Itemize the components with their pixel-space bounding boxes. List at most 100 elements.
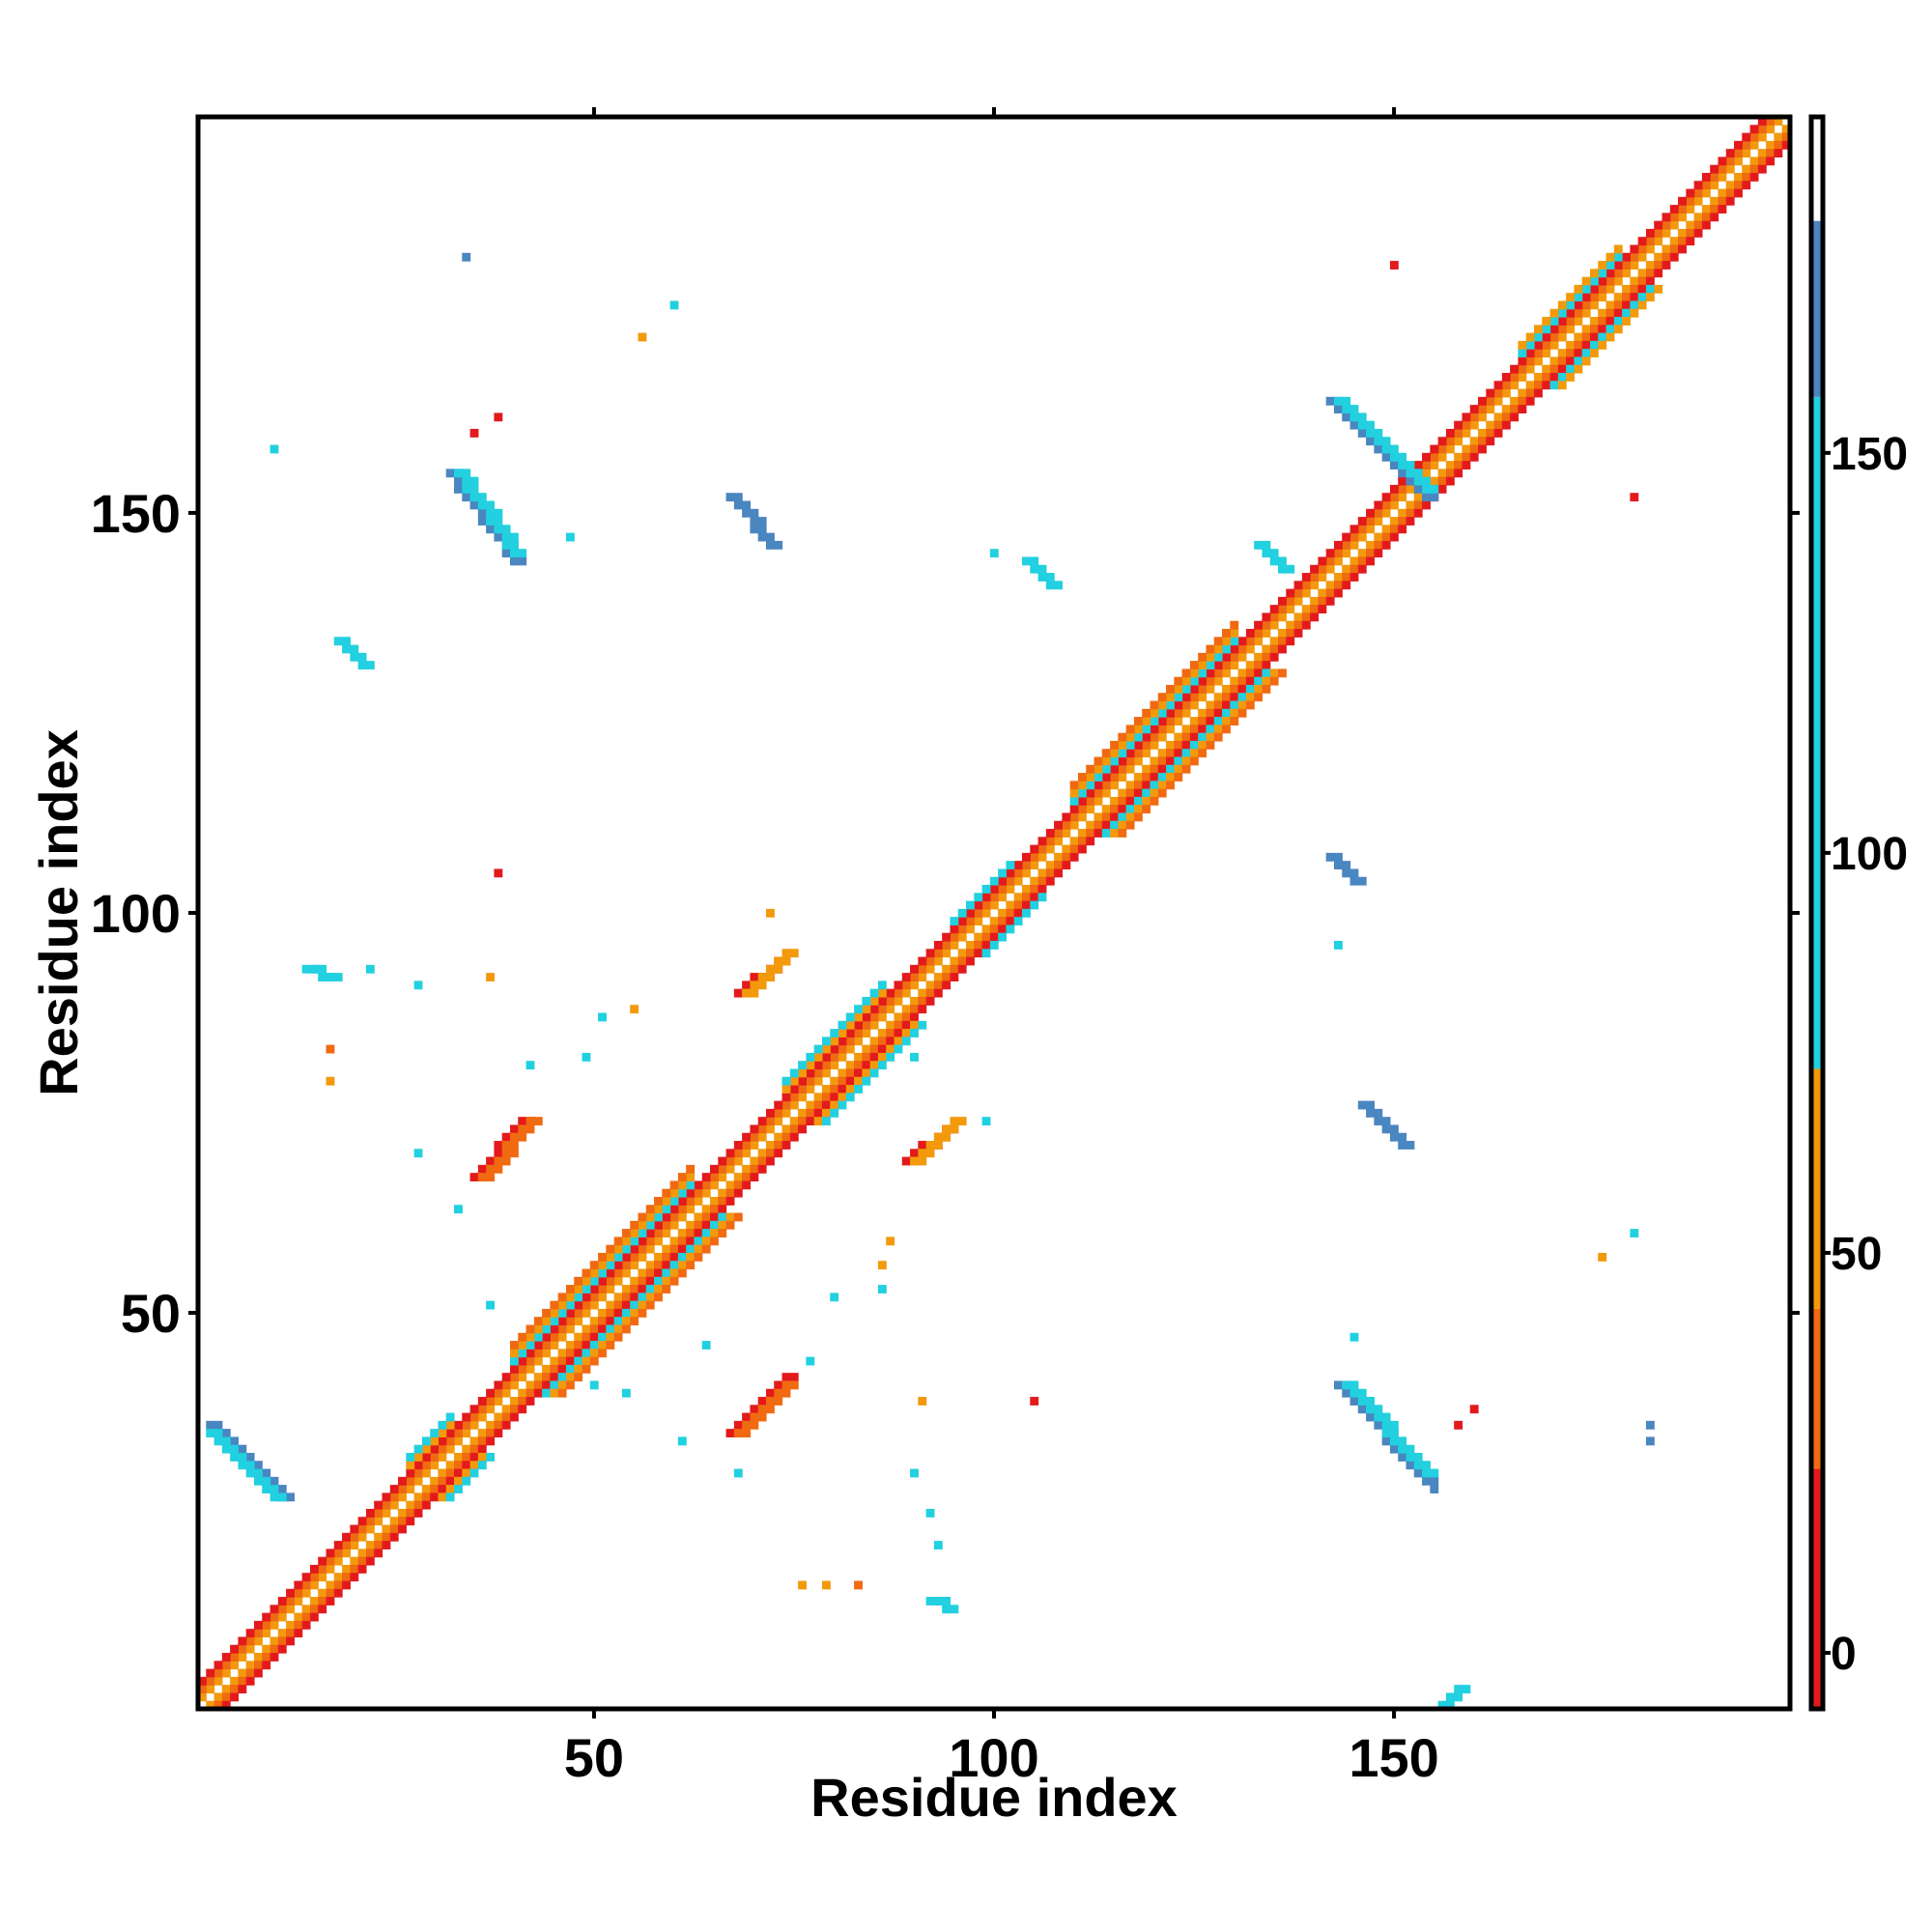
heatmap-cell	[1237, 668, 1247, 678]
heatmap-cell	[1574, 349, 1583, 358]
heatmap-cell	[1557, 349, 1567, 358]
heatmap-cell	[1230, 700, 1239, 710]
heatmap-cell	[1237, 637, 1247, 646]
heatmap-cell	[742, 1180, 752, 1190]
heatmap-cell	[1381, 540, 1391, 550]
heatmap-cell	[718, 1164, 727, 1174]
heatmap-cell	[1301, 620, 1311, 630]
heatmap-cell	[438, 1436, 447, 1446]
heatmap-cell	[1342, 861, 1351, 870]
heatmap-cell	[1774, 149, 1783, 158]
heatmap-cell	[998, 876, 1008, 886]
heatmap-cell	[757, 1124, 767, 1134]
heatmap-cell	[565, 1300, 575, 1310]
heatmap-cell	[430, 1429, 440, 1438]
heatmap-cell	[1374, 1412, 1383, 1422]
heatmap-cell	[1054, 852, 1063, 862]
heatmap-cell	[1710, 213, 1719, 222]
heatmap-cell	[1037, 868, 1047, 878]
heatmap-cell	[1734, 188, 1743, 198]
heatmap-cell	[1325, 396, 1335, 406]
heatmap-cell	[757, 1397, 767, 1406]
heatmap-cell	[613, 1300, 623, 1310]
heatmap-cell	[486, 517, 496, 526]
heatmap-cell	[998, 908, 1008, 918]
heatmap-cell	[333, 637, 343, 646]
heatmap-cell	[1077, 812, 1087, 822]
heatmap-cell	[1086, 829, 1095, 838]
heatmap-cell	[694, 1236, 703, 1246]
heatmap-cell	[1533, 332, 1543, 342]
heatmap-cell	[326, 1597, 335, 1605]
heatmap-cell	[621, 1317, 631, 1326]
heatmap-cell	[701, 1212, 711, 1222]
heatmap-cell	[533, 1324, 543, 1334]
heatmap-cell	[677, 1188, 687, 1198]
heatmap-cell	[1774, 140, 1783, 150]
heatmap-cell	[1374, 428, 1383, 438]
heatmap-cell	[1757, 156, 1767, 166]
heatmap-cell	[494, 868, 503, 878]
heatmap-cell	[950, 973, 959, 981]
heatmap-cell	[974, 908, 983, 918]
heatmap-cell	[1542, 332, 1551, 342]
heatmap-cell	[1366, 428, 1375, 438]
heatmap-cell	[677, 1229, 687, 1237]
heatmap-cell	[1213, 700, 1223, 710]
heatmap-cell	[1542, 381, 1551, 390]
heatmap-cell	[462, 1476, 471, 1486]
heatmap-cell	[1774, 132, 1783, 142]
heatmap-cell	[253, 1661, 263, 1670]
heatmap-cell	[413, 1476, 423, 1486]
heatmap-cell	[1342, 1380, 1351, 1390]
heatmap-cell	[509, 1349, 519, 1358]
heatmap-cell	[286, 1588, 295, 1598]
heatmap-cell	[1150, 764, 1159, 774]
heatmap-cell	[1318, 605, 1327, 614]
heatmap-cell	[1350, 412, 1359, 422]
heatmap-cell	[1374, 532, 1383, 542]
heatmap-cell	[1581, 332, 1591, 342]
heatmap-cell	[1389, 517, 1399, 526]
heatmap-cell	[1237, 684, 1247, 694]
heatmap-cell	[1101, 764, 1111, 774]
heatmap-cell	[1542, 373, 1551, 382]
heatmap-cell	[701, 1229, 711, 1237]
heatmap-cell	[1454, 420, 1463, 430]
heatmap-cell	[462, 1468, 471, 1478]
heatmap-cell	[582, 1341, 591, 1350]
heatmap-cell	[1654, 284, 1663, 294]
heatmap-cell	[1725, 156, 1735, 166]
heatmap-cell	[1198, 676, 1208, 686]
heatmap-cell	[501, 540, 511, 550]
heatmap-cell	[1157, 788, 1167, 798]
heatmap-cell	[1374, 1420, 1383, 1430]
heatmap-cell	[477, 493, 487, 502]
heatmap-cell	[421, 1444, 431, 1454]
heatmap-cell	[518, 1397, 527, 1406]
heatmap-cell	[1637, 276, 1647, 286]
heatmap-cell	[677, 1212, 687, 1222]
heatmap-cell	[1213, 708, 1223, 718]
heatmap-cell	[1006, 917, 1015, 926]
heatmap-cell	[798, 1076, 807, 1086]
heatmap-cell	[710, 1212, 719, 1222]
heatmap-cell	[710, 1205, 719, 1214]
heatmap-cell	[710, 1173, 719, 1182]
heatmap-cell	[789, 1068, 799, 1078]
heatmap-cell	[950, 924, 959, 934]
heatmap-cell	[1077, 844, 1087, 854]
heatmap-cell	[877, 1037, 887, 1046]
heatmap-cell	[557, 1293, 567, 1302]
heatmap-cell	[1222, 652, 1231, 662]
heatmap-cell	[1174, 740, 1183, 750]
heatmap-cell	[1542, 325, 1551, 334]
heatmap-cell	[1157, 724, 1167, 734]
heatmap-cell	[774, 964, 783, 974]
heatmap-cell	[1245, 629, 1255, 638]
heatmap-cell	[1381, 1124, 1391, 1134]
heatmap-cell	[765, 908, 775, 918]
heatmap-cell	[1781, 140, 1791, 150]
heatmap-cell	[774, 1108, 783, 1118]
heatmap-cell	[1422, 1468, 1431, 1478]
